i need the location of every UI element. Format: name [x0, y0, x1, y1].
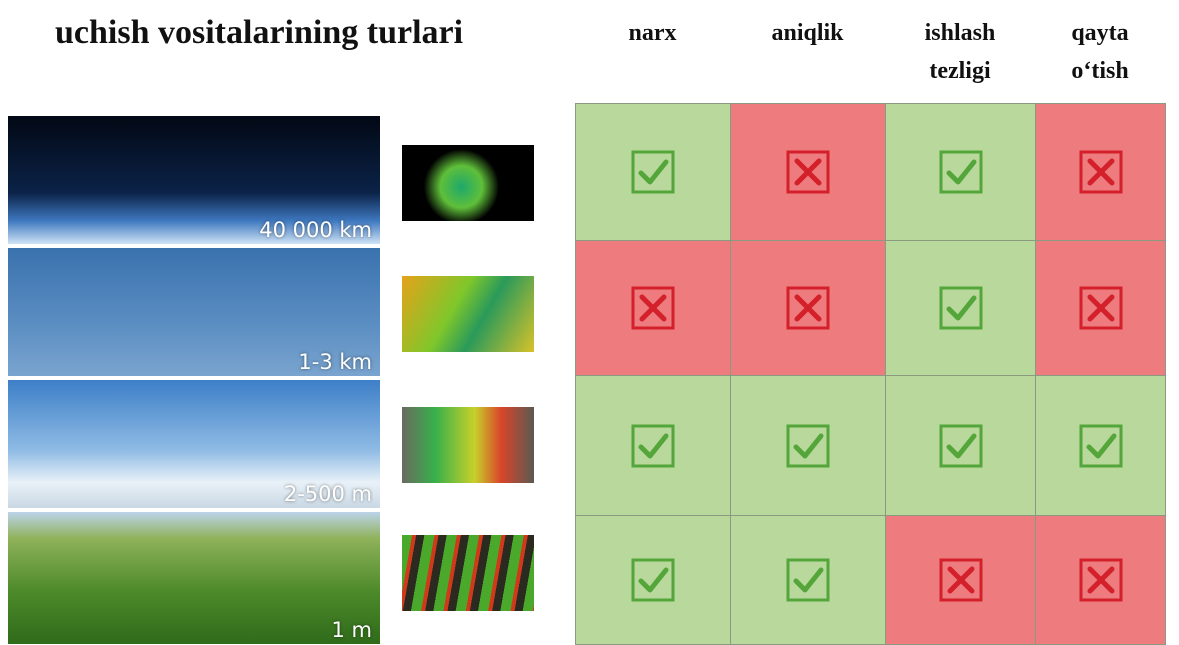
map-thumbnail: [402, 145, 534, 221]
cell-no: [575, 240, 731, 376]
cell-no: [885, 515, 1036, 645]
cell-yes: [730, 515, 886, 645]
header-line: tezligi: [929, 58, 991, 84]
cell-no: [730, 240, 886, 376]
cell-yes: [1035, 375, 1166, 516]
cross-icon: [1079, 558, 1122, 602]
vehicle-photo: 1 m: [8, 512, 380, 644]
header-line: narx: [628, 20, 677, 46]
cell-yes: [885, 240, 1036, 376]
header-line: aniqlik: [771, 20, 844, 46]
cross-icon: [786, 286, 830, 330]
cell-yes: [575, 515, 731, 645]
cross-icon: [631, 286, 675, 330]
header-line: ishlash: [924, 20, 996, 46]
vehicle-photo: 1-3 km: [8, 248, 380, 376]
vehicle-photo: 40 000 km: [8, 116, 380, 244]
cell-no: [730, 103, 886, 241]
cell-yes: [575, 375, 731, 516]
cell-yes: [575, 103, 731, 241]
altitude-label: 1-3 km: [298, 350, 372, 374]
column-header: narx: [575, 14, 730, 52]
cell-yes: [885, 103, 1036, 241]
check-icon: [939, 286, 982, 330]
cross-icon: [786, 150, 830, 194]
column-header: aniqlik: [730, 14, 885, 52]
altitude-label: 40 000 km: [259, 218, 372, 242]
altitude-label: 2-500 m: [283, 482, 372, 506]
column-header: ishlash tezligi: [885, 14, 1035, 90]
map-thumbnail: [402, 276, 534, 352]
check-icon: [786, 558, 830, 602]
cell-yes: [730, 375, 886, 516]
map-thumbnail: [402, 535, 534, 611]
cross-icon: [1079, 286, 1122, 330]
cell-no: [1035, 103, 1166, 241]
cross-icon: [1079, 150, 1122, 194]
check-icon: [631, 424, 675, 467]
header-line: qayta: [1071, 20, 1129, 46]
cross-icon: [939, 558, 982, 602]
check-icon: [1079, 424, 1122, 467]
map-thumbnail: [402, 407, 534, 483]
check-icon: [939, 424, 982, 467]
check-icon: [939, 150, 982, 194]
cell-yes: [885, 375, 1036, 516]
check-icon: [631, 150, 675, 194]
column-header: qayta o‘tish: [1035, 14, 1165, 90]
vehicle-photo: 2-500 m: [8, 380, 380, 508]
title: uchish vositalarining turlari: [55, 14, 464, 51]
check-icon: [631, 558, 675, 602]
altitude-label: 1 m: [331, 618, 373, 642]
cell-no: [1035, 515, 1166, 645]
header-line: o‘tish: [1071, 58, 1129, 84]
check-icon: [786, 424, 830, 467]
cell-no: [1035, 240, 1166, 376]
